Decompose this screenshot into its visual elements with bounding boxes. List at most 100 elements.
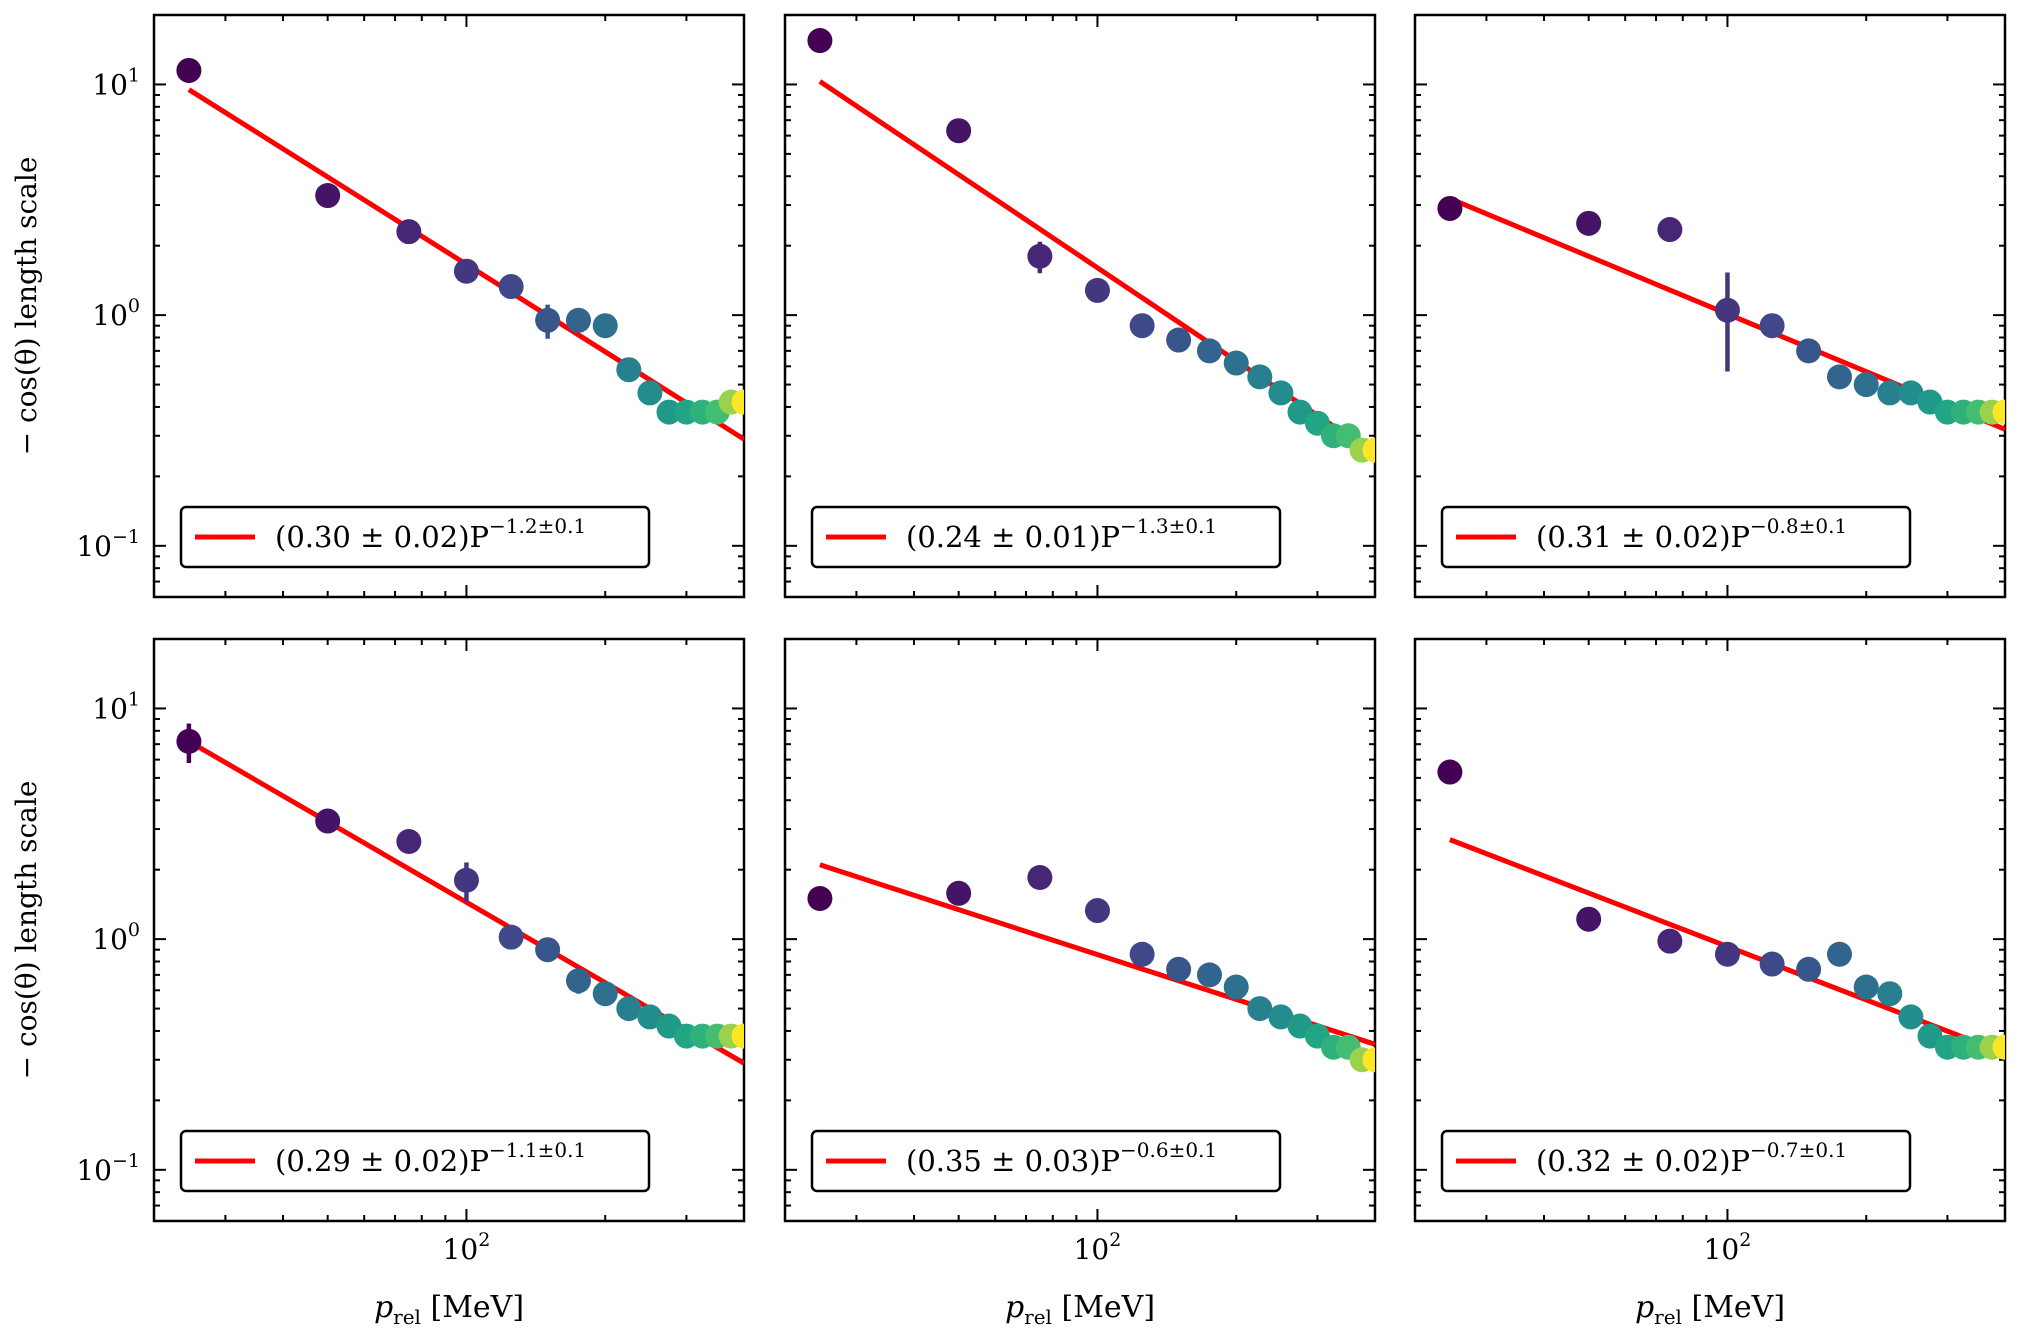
y-axis-label: − cos(θ) length scale [10,781,43,1080]
data-point [1362,437,1375,463]
x-axis-label-symbol: p [1635,1290,1654,1325]
data-point [656,399,682,425]
legend-coefficient: (0.31 ± 0.02)P [1536,520,1750,554]
legend-label: (0.31 ± 0.02)P−0.8±0.1 [1536,514,1847,554]
data-point [731,389,744,415]
axes-frame [783,637,1377,1223]
legend-exponent: −0.8±0.1 [1750,514,1847,538]
x-tick-exponent: 2 [1739,1229,1751,1251]
data-point [1084,898,1110,924]
y-tick-exponent: 0 [128,295,140,317]
y-tick-label: 10−1 [76,526,140,563]
data-point [1714,297,1740,323]
data-point [1196,962,1222,988]
plot-area [807,28,1375,463]
legend-box [179,505,651,569]
x-tick-exponent: 2 [1109,1229,1121,1251]
y-axis-label: − cos(θ) length scale [10,157,43,456]
plot-area [1437,195,2005,432]
data-point [535,937,561,963]
x-tick-exponent: 2 [478,1229,490,1251]
data-point [1714,941,1740,967]
panel-bottom-center: 102 prel [MeV] (0.35 ± 0.03)P−0.6±0.1 [783,637,1377,1329]
data-point [1084,277,1110,303]
legend-exponent: −1.2±0.1 [489,514,586,538]
data-point [731,1023,744,1049]
data-point [565,307,591,333]
x-axis-label-unit: [MeV] [1052,1290,1155,1325]
data-point [1437,195,1463,221]
data-point [535,307,561,333]
y-tick-label: 101 [92,688,140,725]
x-axis-label-subscript: rel [1654,1305,1682,1329]
panel-top-right: (0.31 ± 0.02)P−0.8±0.1 [1413,13,2007,599]
data-point [498,274,524,300]
data-point [1853,974,1879,1000]
data-point [1268,380,1294,406]
legend-exponent: −1.3±0.1 [1120,514,1217,538]
y-tick-base: 10 [92,68,128,101]
data-point [1247,364,1273,390]
x-axis-label-symbol: p [374,1290,393,1325]
data-point [1576,906,1602,932]
data-point [616,357,642,383]
legend-box [810,1129,1282,1193]
data-point [807,886,833,912]
legend-label: (0.29 ± 0.02)P−1.1±0.1 [275,1138,586,1178]
data-point [1027,243,1053,269]
y-tick-exponent: −1 [112,1150,140,1172]
x-tick-label: 102 [1704,1229,1752,1266]
legend-coefficient: (0.35 ± 0.03)P [906,1144,1120,1178]
data-point [1129,941,1155,967]
axes-frame [152,637,746,1223]
y-tick-base: 10 [76,530,112,563]
data-point [1576,210,1602,236]
y-tick-label: 100 [92,295,140,332]
legend-label: (0.32 ± 0.02)P−0.7±0.1 [1536,1138,1847,1178]
data-point [1362,1047,1375,1073]
data-point [315,183,341,209]
data-point [453,258,479,284]
legend-label: (0.30 ± 0.02)P−1.2±0.1 [275,514,586,554]
data-point [1196,338,1222,364]
data-point [1129,313,1155,339]
data-point [637,1004,663,1030]
legend-box [179,1129,651,1193]
y-tick-label: 101 [92,64,140,101]
x-tick-base: 10 [1074,1233,1110,1266]
y-tick-label: 10−1 [76,1150,140,1187]
legend-coefficient: (0.30 ± 0.02)P [275,520,489,554]
x-axis-label: prel [MeV] [1635,1290,1785,1329]
legend: (0.35 ± 0.03)P−0.6±0.1 [810,1129,1282,1193]
legend-coefficient: (0.29 ± 0.02)P [275,1144,489,1178]
data-point [616,996,642,1022]
plot-area [807,862,1375,1073]
legend-exponent: −0.7±0.1 [1750,1138,1847,1162]
x-axis-label-unit: [MeV] [1682,1290,1785,1325]
data-point [1759,951,1785,977]
x-tick-label: 102 [443,1229,491,1266]
data-point [315,808,341,834]
data-point [1992,399,2005,425]
data-point [1437,759,1463,785]
axes-frame [152,13,746,599]
legend-exponent: −1.1±0.1 [489,1138,586,1162]
plot-area [176,57,744,442]
data-point [946,880,972,906]
data-point [176,57,202,83]
x-axis-label: prel [MeV] [1005,1290,1155,1329]
y-tick-exponent: −1 [112,526,140,548]
x-axis-label-subscript: rel [1024,1305,1052,1329]
y-tick-exponent: 1 [128,64,140,86]
data-point [1027,864,1053,890]
y-tick-exponent: 0 [128,919,140,941]
data-point [1166,327,1192,353]
data-point [1877,981,1903,1007]
y-tick-base: 10 [76,1154,112,1187]
data-point [592,313,618,339]
data-point [1826,364,1852,390]
data-point [1877,380,1903,406]
plot-area [176,723,744,1066]
